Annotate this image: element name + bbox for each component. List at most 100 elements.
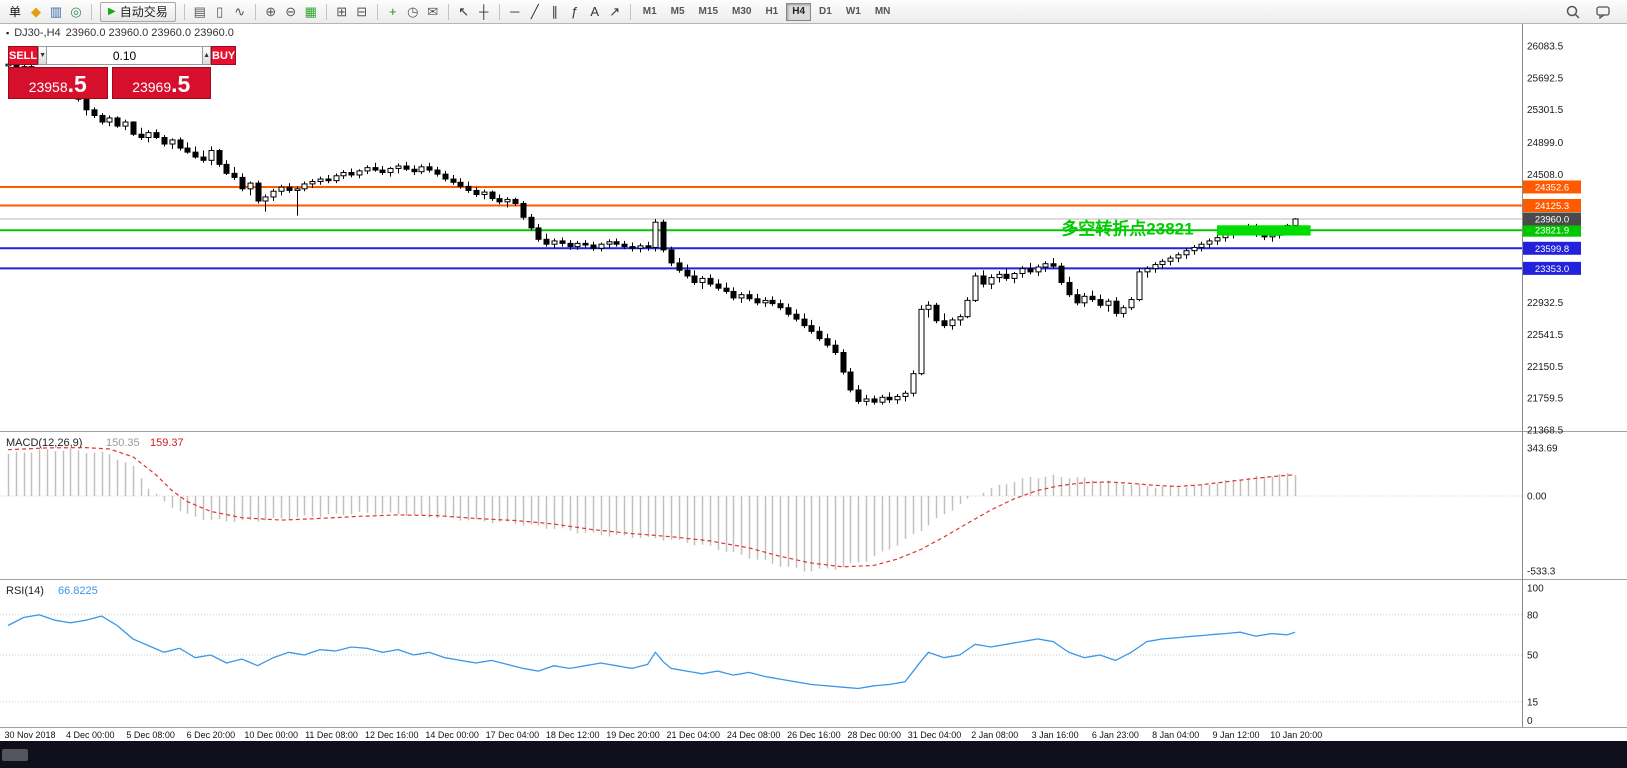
auto-arrange-icon[interactable]: ▦ (301, 2, 321, 22)
rsi-axis-label: 50 (1527, 651, 1539, 662)
candle (325, 174, 332, 184)
market-watch-icon[interactable]: ◆ (26, 2, 46, 22)
trendline-icon[interactable]: ╱ (525, 2, 545, 22)
candle (130, 121, 137, 136)
candle (551, 238, 558, 249)
candle (847, 367, 854, 393)
timeframe-h4[interactable]: H4 (786, 2, 812, 21)
candle (910, 370, 917, 397)
horizontal-line-icon[interactable]: ─ (505, 2, 525, 22)
candle (988, 274, 995, 289)
crosshair-icon[interactable]: ┼ (474, 2, 494, 22)
timeframe-w1[interactable]: W1 (840, 3, 867, 21)
horizontal-scrollbar[interactable] (0, 741, 1627, 768)
toolbar-separator (254, 3, 256, 20)
chart-canvas[interactable]: MACD(12,26,9) 150.35 159.37 RSI(14) 66.8… (0, 0, 1627, 741)
new-order-icon[interactable]: + (383, 2, 403, 22)
candle (801, 313, 808, 329)
timeframe-h1[interactable]: H1 (759, 3, 784, 21)
candle (1152, 262, 1159, 273)
web-community-icon[interactable]: ◎ (66, 2, 86, 22)
time-axis-label: 11 Dec 08:00 (305, 730, 358, 740)
candle (301, 181, 308, 192)
zoom-in-icon[interactable]: ⊕ (261, 2, 281, 22)
cursor-icon[interactable]: ↖ (454, 2, 474, 22)
candle (262, 194, 269, 212)
candle (457, 178, 464, 189)
candle (863, 394, 870, 406)
tile-windows-icon[interactable]: ⊞ (332, 2, 352, 22)
search-button[interactable] (1563, 2, 1583, 22)
candle (1003, 268, 1010, 281)
candle (754, 293, 761, 306)
timeframe-m30[interactable]: M30 (726, 3, 757, 21)
candle (1113, 297, 1120, 317)
candle (1035, 264, 1042, 276)
candle (340, 170, 347, 180)
sell-price[interactable]: 23958.5 (8, 67, 108, 99)
fibonacci-icon[interactable]: ƒ (565, 2, 585, 22)
price-badge (1523, 241, 1581, 255)
toolbar-separator (376, 3, 378, 20)
volume-input[interactable] (47, 46, 203, 65)
timeframe-d1[interactable]: D1 (813, 3, 838, 21)
chart-shift-icon[interactable]: ⊟ (352, 2, 372, 22)
candle (894, 394, 901, 404)
candle (637, 243, 644, 253)
candle (1183, 248, 1190, 259)
line-chart-icon[interactable]: ∿ (230, 2, 250, 22)
candle (473, 187, 480, 197)
timeframe-m1[interactable]: M1 (637, 3, 663, 21)
candle (777, 299, 784, 311)
volume-increase-button[interactable]: ▲ (202, 46, 211, 65)
candle (769, 296, 776, 307)
candle (122, 119, 129, 131)
candle (1058, 262, 1065, 285)
equidistant-channel-icon[interactable]: ∥ (545, 2, 565, 22)
chat-button[interactable] (1593, 2, 1613, 22)
candle (1206, 238, 1213, 249)
zoom-out-icon[interactable]: ⊖ (281, 2, 301, 22)
candle (1081, 293, 1088, 307)
candle (652, 218, 659, 252)
price-badge (1523, 261, 1581, 275)
candle (590, 241, 597, 251)
chart-annotation-text[interactable]: 多空转折点23821 (1061, 218, 1193, 238)
text-label-icon[interactable]: A (585, 2, 605, 22)
arrows-icon[interactable]: ↗ (605, 2, 625, 22)
bar-chart-icon[interactable]: ▤ (190, 2, 210, 22)
candle (317, 176, 324, 185)
candle (1159, 258, 1166, 269)
scrollbar-thumb[interactable] (2, 749, 28, 761)
rsi-axis-label: 100 (1527, 584, 1544, 595)
timeframe-mn[interactable]: MN (869, 3, 897, 21)
symbol-timeframe-title: DJ30-,H4 (14, 27, 61, 39)
time-axis-label: 8 Jan 04:00 (1152, 730, 1199, 740)
buy-price[interactable]: 23969.5 (111, 67, 211, 99)
candle (1191, 245, 1198, 255)
candle (1074, 288, 1081, 306)
candle (621, 240, 628, 250)
candlestick-chart-icon[interactable]: ▯ (210, 2, 230, 22)
time-axis-label: 19 Dec 20:00 (606, 730, 660, 740)
candle (278, 184, 285, 196)
price-badge-label: 23599.8 (1535, 244, 1569, 255)
orders-menu[interactable]: 单 (4, 2, 26, 22)
time-axis-label: 12 Dec 16:00 (365, 730, 419, 740)
highlight-rectangle-object[interactable] (1217, 225, 1311, 236)
auto-trading-button[interactable]: ▶ 自动交易 (100, 1, 176, 22)
rsi-line (7, 614, 1296, 690)
mail-icon[interactable]: ✉ (423, 2, 443, 22)
chart-window-icon[interactable]: ▥ (46, 2, 66, 22)
candle (348, 168, 355, 178)
buy-button[interactable]: BUY (211, 46, 237, 65)
volume-decrease-button[interactable]: ▼ (38, 46, 48, 65)
timeframe-m5[interactable]: M5 (665, 3, 691, 21)
price-axis-label: 22932.5 (1527, 298, 1564, 309)
timeframe-m15[interactable]: M15 (693, 3, 724, 21)
history-center-icon[interactable]: ◷ (403, 2, 423, 22)
candle (660, 219, 667, 253)
sell-button[interactable]: SELL (8, 46, 39, 65)
candle (949, 317, 956, 330)
candle (996, 271, 1003, 283)
